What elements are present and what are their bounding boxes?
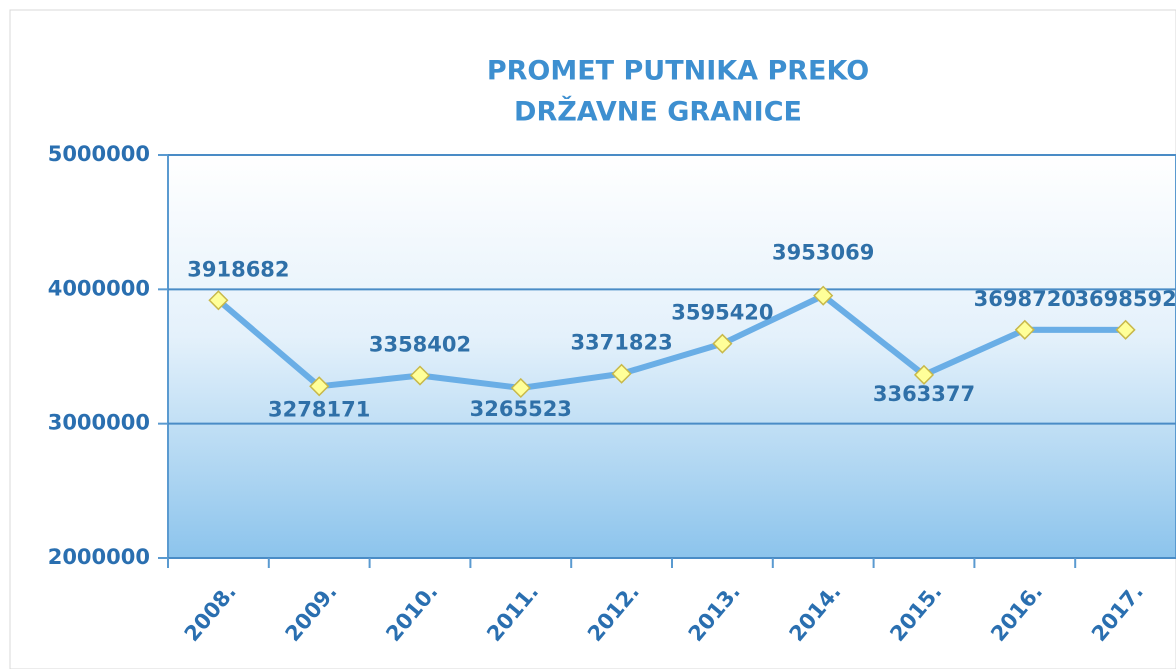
marker	[813, 285, 834, 306]
chart-title: DRŽAVNE GRANICE	[514, 96, 802, 128]
y-tick-label: 5000000	[48, 142, 150, 166]
data-label: 3953069	[772, 241, 874, 265]
data-label: 3278171	[268, 397, 370, 421]
marker	[712, 333, 733, 354]
y-tick-label: 2000000	[48, 545, 150, 569]
data-label: 3698592	[1074, 287, 1176, 311]
series-line	[216, 292, 1126, 391]
marker	[1014, 319, 1035, 340]
data-label: 3595420	[671, 301, 773, 325]
data-label: 3918682	[187, 257, 289, 281]
data-label: 3358402	[369, 333, 471, 357]
y-tick-label: 4000000	[48, 276, 150, 300]
marker	[1115, 319, 1136, 340]
marker	[913, 364, 935, 385]
data-label: 3371823	[570, 331, 672, 355]
marker	[309, 376, 330, 397]
chart-title: PROMET PUTNIKA PREKO	[487, 56, 869, 87]
marker	[409, 365, 431, 386]
data-label: 3265523	[470, 397, 572, 421]
data-label: 3363377	[873, 382, 975, 406]
marker	[208, 290, 229, 311]
data-label: 3698720	[974, 287, 1076, 311]
marker	[611, 363, 632, 384]
marker	[510, 377, 531, 399]
y-tick-label: 3000000	[48, 411, 150, 435]
